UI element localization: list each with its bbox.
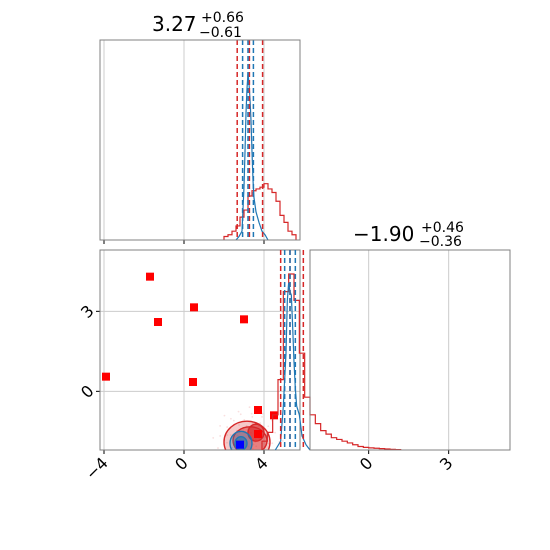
right-histogram-title-minus: −0.36 <box>419 234 462 250</box>
joint-sample-point <box>230 417 232 420</box>
joint-sample-point <box>274 431 277 434</box>
joint-xtick-label-2: 4 <box>251 453 272 474</box>
joint-sample-point <box>236 434 239 437</box>
joint-sample-point <box>236 452 238 454</box>
joint-sample-point <box>237 410 240 413</box>
joint-sample-point <box>232 468 234 470</box>
joint-sample-point <box>226 426 229 428</box>
right-histogram-title-plus: +0.46 <box>421 220 464 236</box>
top-histogram-panel: 3.27 +0.66 −0.61 <box>99 10 301 244</box>
top-histogram-grid <box>103 40 265 240</box>
joint-sample-point <box>251 422 254 425</box>
joint-sample-point <box>217 447 219 449</box>
joint-xtick-label-1: 0 <box>171 453 192 474</box>
joint-sample-point <box>248 406 251 409</box>
joint-sample-point <box>271 442 274 445</box>
joint-frame <box>99 249 301 451</box>
joint-sample-point <box>249 455 251 457</box>
joint-sample-point <box>226 441 228 444</box>
right-histogram-xtick-label-1: 3 <box>436 453 457 474</box>
joint-sample-point <box>239 413 242 416</box>
joint-red-marker-2 <box>190 303 198 312</box>
right-histogram-title-value: −1.90 <box>353 222 414 246</box>
joint-sample-point <box>223 457 225 459</box>
top-histogram-series-a-step <box>223 183 297 240</box>
joint-sample-point <box>219 435 222 437</box>
joint-sample-point <box>219 425 221 427</box>
joint-blue-marker <box>236 440 244 449</box>
joint-panel: −4 0 4 3 0 <box>77 249 301 484</box>
top-histogram-frame <box>99 39 301 241</box>
joint-sample-point <box>229 434 232 436</box>
joint-sample-point <box>254 450 256 452</box>
joint-sample-point <box>261 412 264 415</box>
joint-sample-point <box>243 464 245 466</box>
joint-sample-point <box>267 425 270 428</box>
right-histogram-plot <box>261 250 402 451</box>
joint-red-marker-3 <box>240 315 248 324</box>
joint-sample-point <box>281 439 284 442</box>
joint-sample-point <box>259 422 262 425</box>
joint-sample-point <box>242 429 245 431</box>
joint-sample-point <box>248 452 250 454</box>
right-histogram-xtick-label-0: 0 <box>356 453 377 474</box>
joint-sample-point <box>251 447 254 450</box>
joint-sample-point <box>243 419 246 421</box>
joint-sample-point <box>255 445 258 448</box>
joint-grid <box>100 250 300 450</box>
joint-ytick-label-1: 0 <box>77 381 98 402</box>
joint-sample-point <box>247 445 249 448</box>
joint-sample-point <box>271 451 273 453</box>
top-histogram-title-plus: +0.66 <box>201 10 244 26</box>
joint-sample-point <box>250 412 253 415</box>
joint-sample-point <box>242 458 244 460</box>
joint-red-marker-5 <box>189 378 197 386</box>
joint-sample-point <box>279 452 281 454</box>
joint-red-marker-4 <box>102 372 110 381</box>
joint-red-marker-8 <box>254 430 262 438</box>
joint-sample-point <box>234 458 236 460</box>
top-histogram-title-value: 3.27 <box>152 12 197 36</box>
joint-sample-point <box>251 415 254 418</box>
joint-sample-point <box>231 446 234 449</box>
joint-red-marker-6 <box>254 406 262 414</box>
joint-sample-point <box>244 467 246 469</box>
joint-sample-point <box>212 437 215 439</box>
joint-red-marker-1 <box>154 318 162 326</box>
joint-sample-point <box>243 451 245 453</box>
right-histogram-frame <box>309 249 511 451</box>
joint-sample-point <box>223 414 226 417</box>
joint-sample-point <box>232 419 235 422</box>
joint-sample-point <box>268 451 270 453</box>
joint-sample-point <box>225 454 227 456</box>
right-histogram-grid <box>368 250 450 450</box>
top-histogram-plot <box>223 40 297 241</box>
top-histogram-title-minus: −0.61 <box>199 25 242 41</box>
joint-sample-point <box>238 424 240 426</box>
joint-sample-point <box>252 443 255 446</box>
joint-sample-point <box>233 464 235 466</box>
right-histogram-series-a-step <box>261 273 402 451</box>
joint-sample-point <box>267 461 269 463</box>
joint-red-marker-0 <box>146 272 154 281</box>
joint-ytick-label-0: 3 <box>77 301 98 322</box>
joint-sample-point <box>226 434 229 436</box>
joint-sample-point <box>261 415 263 418</box>
joint-xtick-label-0: −4 <box>82 453 112 483</box>
top-histogram-ticks <box>103 240 265 244</box>
